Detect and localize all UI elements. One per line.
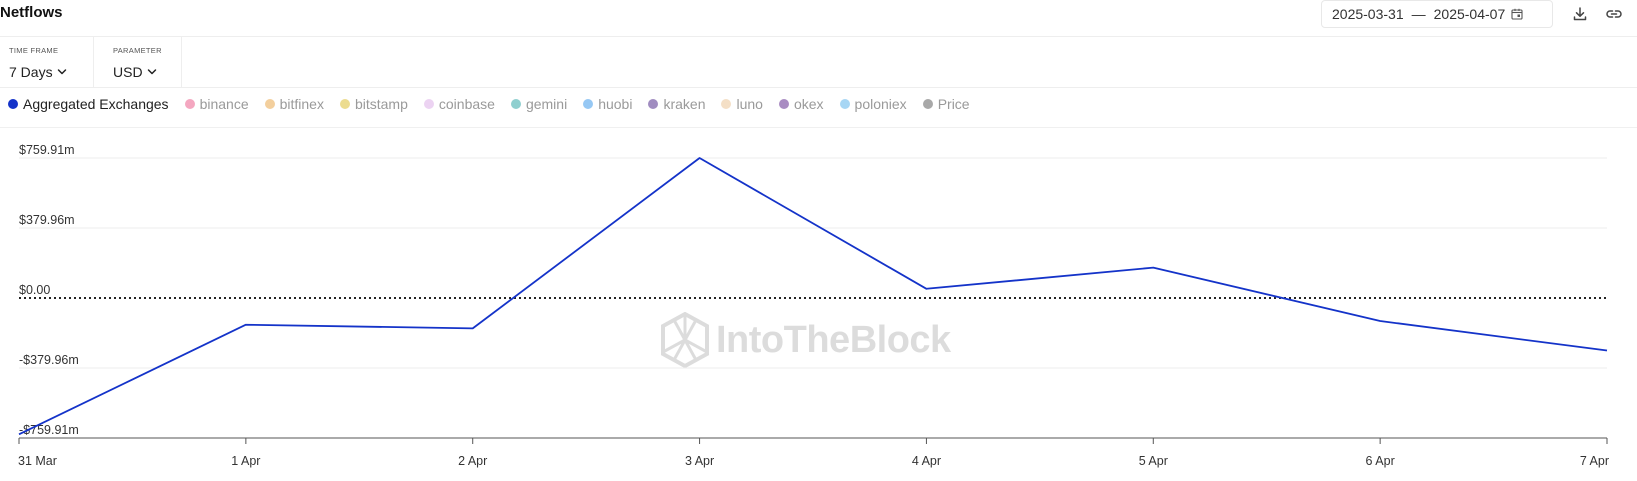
legend-item-binance[interactable]: binance [184, 96, 249, 112]
legend-label: okex [793, 96, 824, 112]
date-range-picker[interactable]: 2025-03-31 — 2025-04-07 [1321, 0, 1553, 28]
series-line-aggregated-exchanges [18, 157, 1608, 436]
watermark-text: IntoTheBlock [716, 318, 951, 361]
page-title: Netflows [0, 4, 63, 21]
legend-label: bitfinex [279, 96, 324, 112]
legend-item-poloniex[interactable]: poloniex [839, 96, 907, 112]
controls-bottom-divider [0, 87, 1637, 88]
legend-dot [510, 99, 521, 109]
y-tick-label: $379.96m [19, 213, 75, 227]
x-tick-label: 31 Mar [18, 454, 57, 468]
link-icon[interactable] [1604, 4, 1624, 24]
legend-label: Price [937, 96, 970, 112]
legend-dot [8, 99, 18, 109]
legend-dot [339, 99, 350, 109]
legend-item-price[interactable]: Price [922, 96, 970, 112]
legend-dot [184, 99, 195, 109]
legend-item-gemini[interactable]: gemini [510, 96, 568, 112]
legend-label: gemini [525, 96, 568, 112]
legend-label: bitstamp [354, 96, 408, 112]
legend-item-luno[interactable]: luno [721, 96, 763, 112]
legend-dot [423, 99, 434, 109]
legend-label: luno [736, 96, 763, 112]
y-tick-label: $759.91m [19, 143, 75, 157]
controls-divider [93, 37, 94, 87]
intotheblock-logo-icon [661, 312, 709, 368]
x-tick-label: 1 Apr [231, 454, 260, 468]
date-separator: — [1411, 6, 1426, 22]
x-tick-label: 2 Apr [458, 454, 487, 468]
legend-dot [721, 99, 732, 109]
legend-dot [583, 99, 594, 109]
y-tick-label: $0.00 [19, 283, 50, 297]
legend-dot [839, 99, 850, 109]
legend-dot [922, 99, 933, 109]
calendar-icon [1511, 8, 1523, 20]
legend-item-aggregated-exchanges[interactable]: Aggregated Exchanges [8, 96, 169, 112]
legend-item-bitstamp[interactable]: bitstamp [339, 96, 408, 112]
timeframe-selector[interactable]: TIME FRAME 7 Days [9, 37, 89, 87]
x-tick-label: 3 Apr [685, 454, 714, 468]
parameter-selector[interactable]: PARAMETER USD [113, 37, 183, 87]
legend-divider [0, 127, 1637, 128]
controls-divider [181, 37, 182, 87]
x-tick-label: 5 Apr [1139, 454, 1168, 468]
legend-label: huobi [598, 96, 633, 112]
parameter-value: USD [113, 64, 143, 80]
x-tick-label: 6 Apr [1366, 454, 1395, 468]
x-tick-label: 4 Apr [912, 454, 941, 468]
parameter-label: PARAMETER [113, 46, 162, 55]
header-divider [0, 36, 1637, 37]
legend-dot [778, 99, 789, 109]
legend-dot [648, 99, 659, 109]
legend-item-bitfinex[interactable]: bitfinex [264, 96, 324, 112]
chart-legend: Aggregated Exchanges binance bitfinex bitst… [8, 96, 986, 112]
timeframe-value: 7 Days [9, 64, 53, 80]
legend-label: Aggregated Exchanges [23, 96, 169, 112]
download-icon[interactable] [1570, 4, 1590, 24]
timeframe-label: TIME FRAME [9, 46, 59, 55]
legend-dot [264, 99, 275, 109]
chevron-down-icon [57, 69, 66, 75]
chevron-down-icon [147, 69, 156, 75]
legend-item-okex[interactable]: okex [778, 96, 824, 112]
legend-label: poloniex [854, 96, 907, 112]
legend-item-kraken[interactable]: kraken [648, 96, 705, 112]
legend-item-huobi[interactable]: huobi [583, 96, 632, 112]
legend-label: binance [199, 96, 249, 112]
date-end: 2025-04-07 [1433, 6, 1506, 22]
legend-item-coinbase[interactable]: coinbase [423, 96, 495, 112]
y-tick-label: -$379.96m [19, 353, 79, 367]
legend-label: coinbase [438, 96, 495, 112]
watermark: IntoTheBlock [660, 312, 951, 368]
x-tick-label: 7 Apr [1580, 454, 1609, 468]
date-start: 2025-03-31 [1332, 6, 1404, 22]
legend-label: kraken [663, 96, 706, 112]
